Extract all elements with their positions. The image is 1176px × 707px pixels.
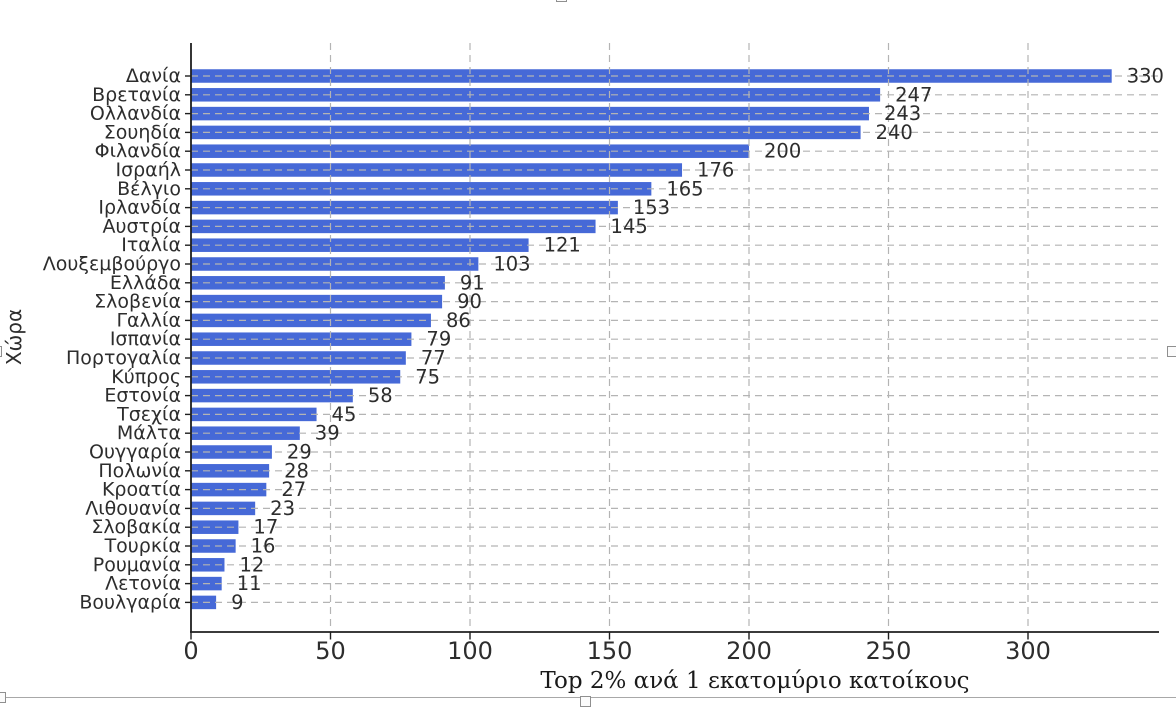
value-label-18: 45	[332, 403, 357, 426]
bar-16	[191, 370, 401, 384]
x-tick-label-250: 250	[866, 637, 912, 665]
value-label-4: 200	[764, 140, 801, 163]
y-tick-label-13: Γαλλία	[116, 309, 181, 331]
bar-7	[191, 200, 618, 215]
x-tick-label-200: 200	[726, 637, 772, 665]
value-label-17: 58	[368, 384, 393, 407]
x-tick-label-300: 300	[1005, 637, 1051, 665]
selection-handle-right-middle[interactable]	[1167, 346, 1176, 357]
value-label-20: 29	[287, 441, 312, 464]
y-axis-title: Χώρα	[2, 309, 26, 365]
y-tick-label-5: Ισραήλ	[115, 159, 181, 181]
value-label-26: 12	[239, 553, 264, 576]
y-tick-label-27: Λετονία	[105, 573, 181, 595]
y-tick-label-26: Ρουμανία	[93, 554, 181, 576]
y-tick-label-1: Βρετανία	[92, 84, 181, 106]
value-label-28: 9	[231, 591, 243, 614]
value-label-10: 103	[493, 253, 530, 276]
y-tick-label-9: Ιταλία	[121, 234, 181, 256]
y-tick-label-22: Κροατία	[102, 479, 181, 501]
x-axis-title: Top 2% ανά 1 εκατομύριο κατοίκους	[540, 668, 969, 694]
value-label-5: 176	[697, 159, 734, 182]
value-label-1: 247	[895, 83, 932, 106]
value-label-9: 121	[544, 234, 581, 257]
value-label-7: 153	[633, 196, 670, 219]
y-tick-label-10: Λουξεμβούργο	[43, 253, 181, 275]
value-label-25: 16	[251, 535, 276, 558]
x-tick-label-100: 100	[447, 637, 493, 665]
y-tick-label-2: Ολλανδία	[90, 103, 181, 125]
x-tick-label-50: 50	[315, 637, 346, 665]
value-label-23: 23	[270, 497, 295, 520]
value-label-27: 11	[237, 572, 262, 595]
value-label-11: 91	[460, 271, 485, 294]
y-tick-label-18: Τσεχία	[116, 403, 181, 425]
y-tick-label-20: Ουγγαρία	[89, 441, 181, 463]
y-tick-label-14: Ισπανία	[110, 328, 181, 350]
x-tick-label-150: 150	[587, 637, 633, 665]
y-tick-label-0: Δανία	[126, 65, 181, 87]
y-tick-label-15: Πορτογαλία	[66, 347, 181, 369]
value-label-14: 79	[426, 328, 451, 351]
value-label-12: 90	[457, 290, 482, 313]
value-label-19: 39	[315, 422, 340, 445]
selection-handle-bottom-left[interactable]	[0, 692, 6, 703]
bar-8	[191, 219, 596, 234]
value-label-22: 27	[281, 478, 306, 501]
bar-13	[191, 313, 431, 328]
y-tick-label-16: Κύπρος	[111, 366, 181, 388]
y-tick-label-8: Αυστρία	[103, 215, 182, 237]
bar-17	[191, 388, 353, 403]
selection-handle-top-center[interactable]	[556, 0, 567, 2]
value-label-3: 240	[876, 121, 913, 144]
y-tick-label-17: Εστονία	[104, 385, 181, 407]
value-label-15: 77	[421, 347, 446, 370]
bar-23	[191, 501, 256, 516]
selection-handle-bottom-center[interactable]	[580, 696, 591, 707]
value-label-13: 86	[446, 309, 471, 332]
selection-handle-left-middle[interactable]	[0, 346, 2, 357]
y-tick-label-3: Σουηδία	[104, 121, 181, 143]
y-tick-label-23: Λιθουανία	[85, 497, 181, 519]
value-label-16: 75	[415, 365, 440, 388]
value-label-21: 28	[284, 459, 309, 482]
y-tick-label-11: Ελλάδα	[110, 272, 181, 294]
y-tick-label-28: Βουλγαρία	[79, 591, 181, 613]
bar-24	[191, 520, 239, 534]
value-label-6: 165	[666, 177, 703, 200]
y-tick-label-25: Τουρκία	[104, 535, 181, 557]
bar-1	[191, 88, 881, 102]
value-label-24: 17	[253, 516, 278, 539]
y-tick-label-12: Σλοβενία	[94, 291, 181, 313]
bar-15	[191, 351, 406, 365]
bar-3	[191, 125, 861, 140]
bar-10	[191, 257, 479, 271]
y-tick-label-6: Βέλγιο	[117, 178, 181, 200]
y-tick-label-21: Πολωνία	[98, 460, 181, 482]
x-tick-label-0: 0	[183, 637, 198, 665]
y-tick-label-7: Ιρλανδία	[98, 197, 181, 219]
y-tick-label-19: Μάλτα	[117, 422, 181, 444]
value-label-2: 243	[884, 102, 921, 125]
value-label-8: 145	[611, 215, 648, 238]
y-tick-label-4: Φιλανδία	[95, 140, 181, 162]
y-tick-label-24: Σλοβακία	[91, 516, 181, 538]
value-label-0: 330	[1127, 65, 1164, 88]
bar-25	[191, 539, 236, 553]
